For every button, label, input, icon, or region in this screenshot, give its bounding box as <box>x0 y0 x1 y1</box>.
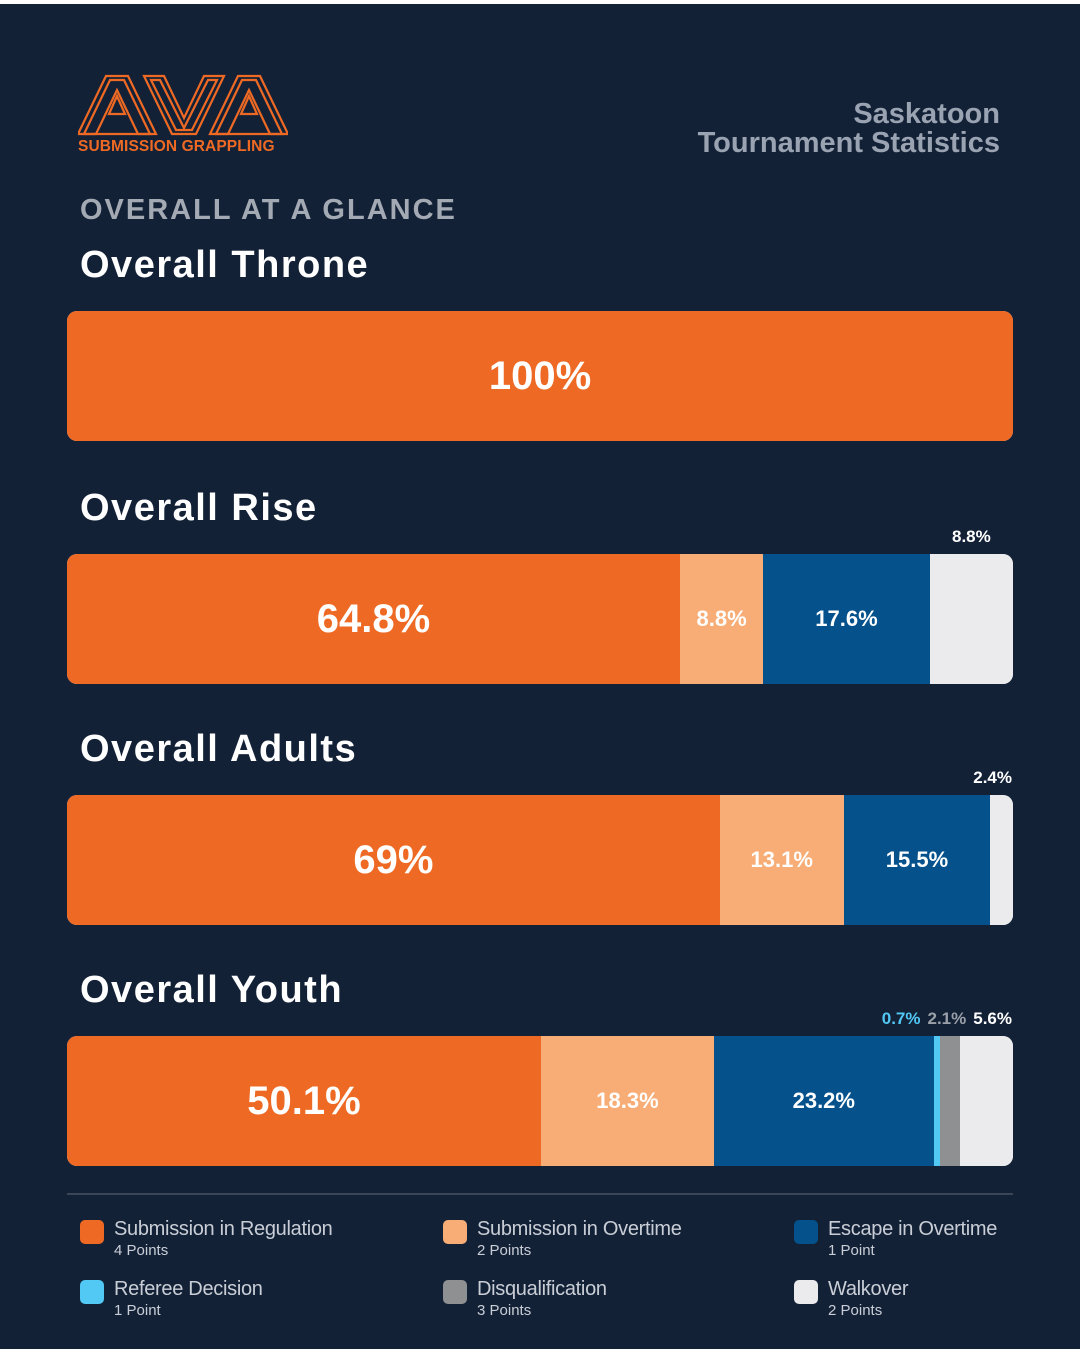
overall-rise-label-walkover: 8.8% <box>952 527 991 546</box>
legend-points: 2 Points <box>828 1302 883 1319</box>
legend-points: 1 Point <box>828 1242 875 1259</box>
overall-youth-label-escape-in-overtime: 23.2% <box>792 1088 855 1113</box>
overall-rise-label-submission-in-regulation: 64.8% <box>316 596 431 641</box>
overall-throne-bar: 100% <box>67 311 1013 441</box>
overall-rise-title: Overall Rise <box>80 487 318 529</box>
overall-adults-label-submission-in-overtime: 13.1% <box>750 847 813 872</box>
overall-throne-segment-submission-in-regulation: 100% <box>67 311 1013 441</box>
legend-points: 2 Points <box>477 1242 532 1259</box>
overall-youth-label-submission-in-overtime: 18.3% <box>596 1088 659 1113</box>
overall-youth-label-referee-decision: 0.7% <box>881 1009 921 1028</box>
overall-adults-segment-walkover <box>990 795 1013 925</box>
overall-adults-label-escape-in-overtime: 15.5% <box>885 847 949 872</box>
overall-rise-label-submission-in-overtime: 8.8% <box>696 606 747 631</box>
legend-swatch <box>80 1280 104 1304</box>
overall-rise-segment-escape-in-overtime: 17.6% <box>763 554 930 684</box>
legend-swatch <box>443 1280 467 1304</box>
overall-youth-label-walkover: 5.6% <box>973 1009 1012 1028</box>
overall-throne-label-submission-in-regulation: 100% <box>488 353 592 398</box>
overall-throne-title: Overall Throne <box>80 244 370 286</box>
overall-rise-segment-walkover <box>929 554 1013 684</box>
legend-label: Referee Decision <box>114 1278 263 1300</box>
overall-adults-segment-submission-in-regulation: 69% <box>67 795 720 925</box>
legend-label: Disqualification <box>477 1278 607 1300</box>
header-city: Saskatoon <box>853 98 1000 130</box>
header-subtitle: Tournament Statistics <box>697 127 1000 159</box>
section-title: OVERALL AT A GLANCE <box>80 194 457 226</box>
overall-youth-segment-referee-decision <box>933 1036 941 1166</box>
overall-rise-label-escape-in-overtime: 17.6% <box>815 606 878 631</box>
legend-label: Submission in Regulation <box>114 1218 333 1240</box>
overall-rise-segment-submission-in-overtime: 8.8% <box>680 554 764 684</box>
overall-adults-title: Overall Adults <box>80 728 358 770</box>
overall-youth-label-disqualification: 2.1% <box>927 1009 967 1028</box>
legend-label: Walkover <box>828 1278 909 1300</box>
overall-rise-segment-submission-in-regulation: 64.8% <box>67 554 680 684</box>
overall-adults-segment-submission-in-overtime: 13.1% <box>719 795 844 925</box>
overall-adults-label-walkover: 2.4% <box>973 768 1012 787</box>
overall-youth-segment-disqualification <box>940 1036 961 1166</box>
overall-adults-label-submission-in-regulation: 69% <box>353 837 434 882</box>
overall-youth-segment-escape-in-overtime: 23.2% <box>714 1036 934 1166</box>
legend-points: 1 Point <box>114 1302 161 1319</box>
legend-swatch <box>794 1280 818 1304</box>
overall-adults-bar: 69% 13.1% 15.5% <box>67 795 1013 925</box>
infographic-panel: SUBMISSION GRAPPLING Saskatoon Tournamen… <box>0 4 1080 1349</box>
legend-points: 4 Points <box>114 1242 169 1259</box>
legend-points: 3 Points <box>477 1302 532 1319</box>
overall-youth-segment-submission-in-regulation: 50.1% <box>67 1036 541 1166</box>
ava-logo <box>78 74 288 136</box>
overall-youth-label-submission-in-regulation: 50.1% <box>247 1078 361 1123</box>
legend-swatch <box>794 1220 818 1244</box>
legend-label: Escape in Overtime <box>828 1218 998 1240</box>
overall-rise-bar: 64.8% 8.8% 17.6% <box>67 554 1013 684</box>
legend-label: Submission in Overtime <box>477 1218 682 1240</box>
overall-youth-title: Overall Youth <box>80 969 344 1011</box>
overall-adults-segment-escape-in-overtime: 15.5% <box>843 795 991 925</box>
legend-swatch <box>443 1220 467 1244</box>
brand-subtitle: SUBMISSION GRAPPLING <box>78 138 275 155</box>
overall-youth-bar: 50.1% 18.3% 23.2% <box>67 1036 1013 1166</box>
legend-swatch <box>80 1220 104 1244</box>
legend-divider <box>67 1193 1013 1195</box>
overall-youth-segment-walkover <box>960 1036 1013 1166</box>
overall-youth-segment-submission-in-overtime: 18.3% <box>540 1036 715 1166</box>
